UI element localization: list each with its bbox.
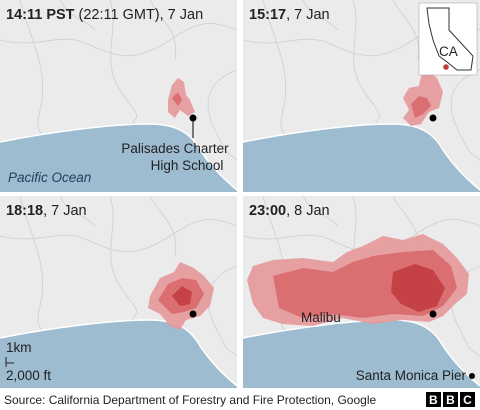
date: (22:11 GMT), 7 Jan [79, 7, 204, 23]
logo-block [443, 392, 458, 407]
fire-area [172, 92, 182, 106]
marker [429, 114, 437, 122]
logo-block [460, 392, 475, 407]
scale-label: 2,000 ft [6, 368, 51, 383]
marker [189, 310, 197, 318]
place-label: Palisades Charter [121, 141, 229, 156]
panel-title: 14:11 PST (22:11 GMT), 7 Jan [6, 7, 203, 23]
place-label: Malibu [301, 310, 341, 325]
logo: BBC [426, 392, 480, 407]
time: 15:17 [249, 7, 286, 23]
time: 23:00 [249, 203, 286, 219]
panel-title: 18:18, 7 Jan [6, 203, 87, 219]
place-label: Santa Monica Pier [356, 368, 467, 383]
logo-text: BBC [429, 393, 480, 407]
time: 14:11 PST [6, 7, 75, 23]
state-outline [426, 7, 474, 71]
date: , 8 Jan [286, 203, 330, 219]
footer [0, 390, 480, 410]
marker [469, 373, 475, 379]
panel-title: 23:00, 8 Jan [249, 203, 330, 219]
fire-area [172, 286, 192, 306]
panel: 23:00, 8 Jan Malibu Santa Monica Pier [242, 195, 480, 389]
panel-title: 15:17, 7 Jan [249, 7, 330, 23]
logo-block [426, 392, 441, 407]
inset-label: CA [439, 44, 458, 59]
time: 18:18 [6, 203, 43, 219]
fire-area [411, 96, 431, 118]
location-dot [443, 64, 449, 70]
marker [189, 114, 197, 122]
scale-bar [5, 357, 14, 367]
place-label: High School [151, 158, 224, 173]
date: , 7 Jan [43, 203, 87, 219]
fire-area [391, 264, 445, 312]
panel: 15:17, 7 Jan CA [242, 0, 480, 193]
panel: 14:11 PST (22:11 GMT), 7 Jan Palisades Ch… [0, 0, 238, 193]
inset-map: CA [418, 2, 478, 76]
panel: 18:18, 7 Jan 1km 2,000 ft [0, 195, 238, 389]
marker [429, 310, 437, 318]
date: , 7 Jan [286, 7, 330, 23]
fire-area [168, 78, 195, 118]
ocean-label: Pacific Ocean [8, 170, 91, 185]
scale-label: 1km [6, 340, 32, 355]
source: Source: California Department of Forestr… [4, 393, 376, 407]
